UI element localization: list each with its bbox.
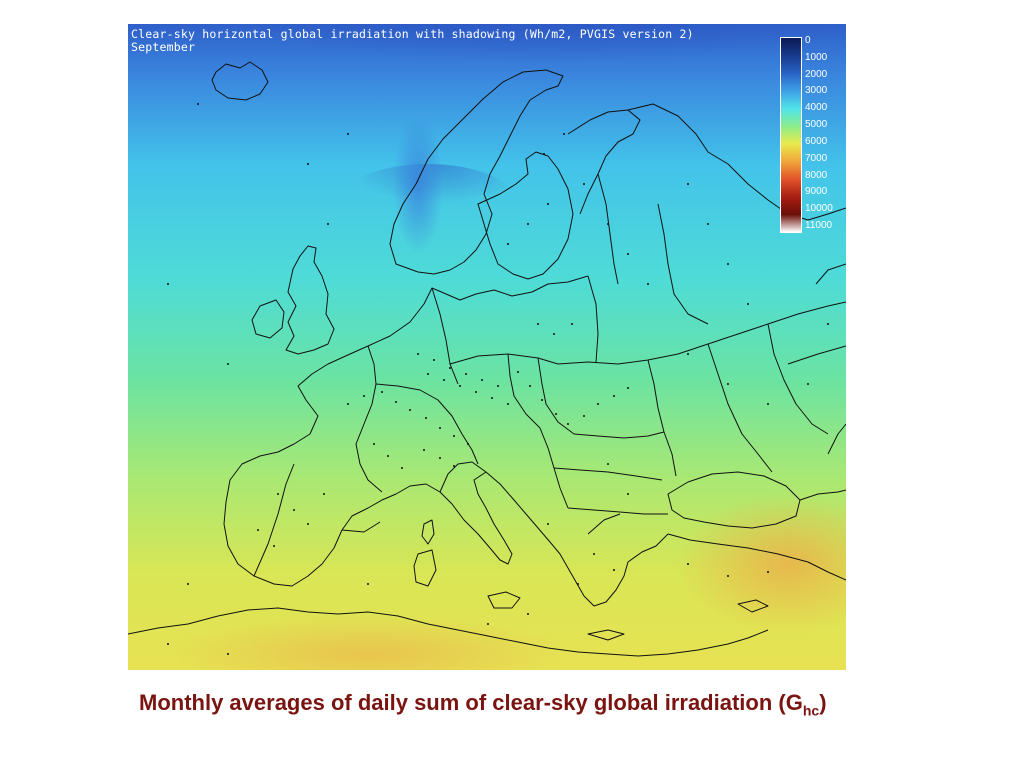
coastlines-borders: [128, 61, 846, 657]
map-title: Clear-sky horizontal global irradiation …: [131, 27, 694, 41]
station-points: [167, 103, 829, 655]
legend-label: 0: [805, 35, 811, 46]
legend-label: 2000: [805, 69, 828, 80]
legend-label: 1000: [805, 52, 828, 63]
legend-label: 3000: [805, 85, 828, 96]
legend-label: 6000: [805, 136, 828, 147]
caption-symbol: G: [785, 690, 803, 715]
caption-subscript: hc: [802, 702, 820, 719]
color-legend: 0 1000 2000 3000 4000 5000 6000 7000 8000 9000 100…: [780, 35, 842, 233]
legend-label: 7000: [805, 153, 828, 164]
legend-label: 8000: [805, 170, 828, 181]
legend-color-bar: [780, 37, 802, 233]
low-irradiation-north: [148, 24, 846, 144]
legend-label: 4000: [805, 102, 828, 113]
legend-label: 9000: [805, 186, 828, 197]
scandes-mountains: [393, 114, 443, 254]
legend-label: 10000: [805, 203, 833, 214]
high-irradiation-south: [168, 614, 568, 670]
legend-label: 11000: [805, 220, 833, 231]
caption-close: ): [819, 690, 827, 715]
map-canvas: [128, 24, 846, 670]
slide-caption: Monthly averages of daily sum of clear-s…: [139, 688, 859, 718]
legend-label: 5000: [805, 119, 828, 130]
high-irradiation-east: [678, 494, 846, 634]
caption-text: Monthly averages of daily sum of clear-s…: [139, 690, 786, 715]
irradiation-map: Clear-sky horizontal global irradiation …: [128, 24, 846, 670]
map-month: September: [131, 40, 196, 54]
